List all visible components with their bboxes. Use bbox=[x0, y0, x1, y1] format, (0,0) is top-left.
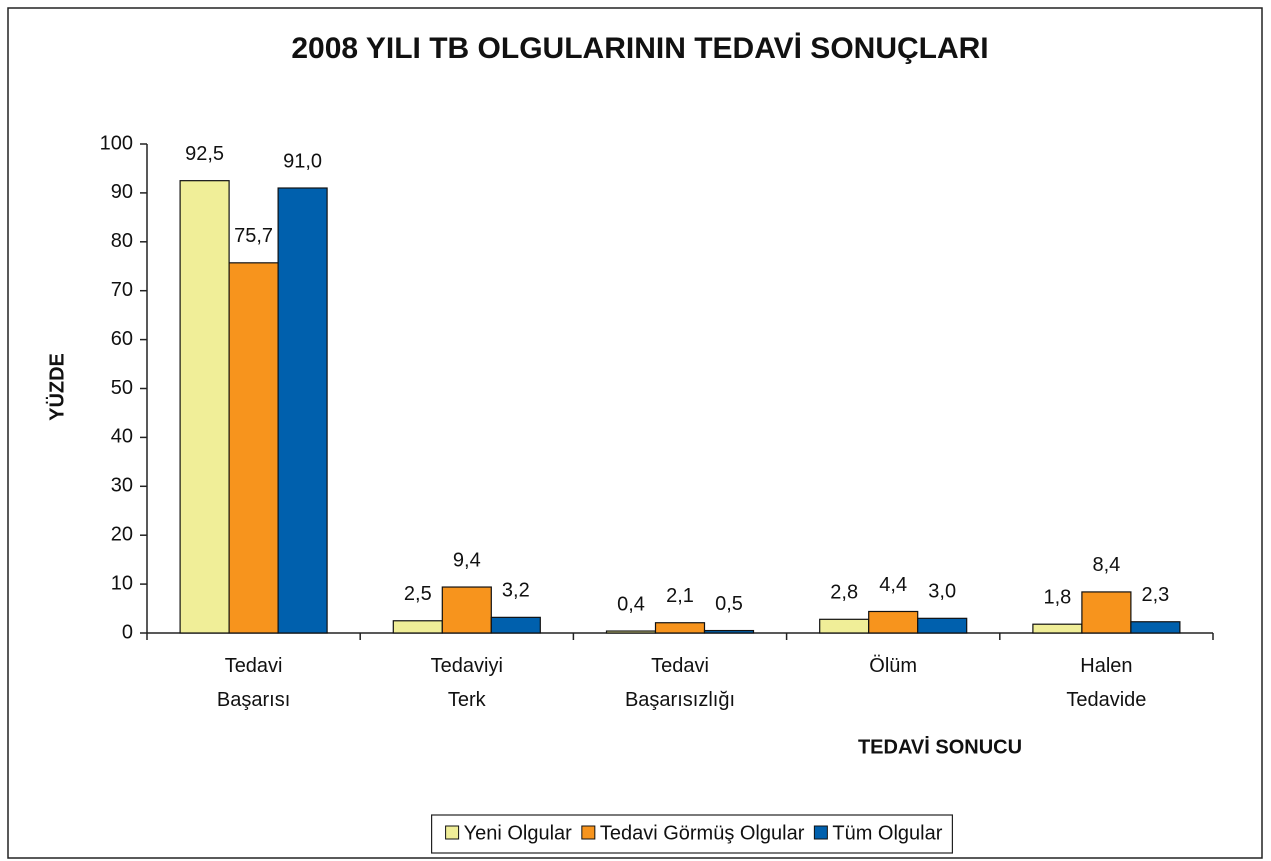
y-tick-label: 50 bbox=[111, 377, 133, 399]
data-label: 2,5 bbox=[404, 583, 432, 605]
bar bbox=[654, 622, 706, 634]
data-label: 92,5 bbox=[185, 143, 224, 165]
data-label: 3,2 bbox=[502, 580, 530, 602]
y-tick-label: 90 bbox=[111, 181, 133, 203]
legend-label: Tedavi Görmüş Olgular bbox=[600, 822, 805, 844]
bar bbox=[228, 262, 279, 634]
y-tick-label: 20 bbox=[111, 523, 133, 545]
y-tick-label: 40 bbox=[111, 426, 133, 448]
data-label: 1,8 bbox=[1043, 586, 1071, 608]
data-label: 3,0 bbox=[928, 581, 956, 603]
y-axis-title: YÜZDE bbox=[45, 353, 68, 421]
bar bbox=[917, 617, 968, 634]
data-label: 4,4 bbox=[879, 574, 907, 596]
bar bbox=[868, 610, 919, 634]
legend-box bbox=[431, 814, 953, 854]
bar bbox=[605, 630, 657, 634]
y-tick-label: 0 bbox=[122, 621, 133, 643]
bar bbox=[703, 629, 755, 634]
data-label: 2,1 bbox=[666, 585, 694, 607]
bar bbox=[1081, 591, 1132, 634]
x-tick-label: Tedavi Başarısı bbox=[217, 655, 290, 711]
data-label: 2,8 bbox=[830, 582, 858, 604]
bar bbox=[819, 618, 870, 634]
y-tick-label: 80 bbox=[111, 230, 133, 252]
x-tick-label: Tedaviyi Terk bbox=[431, 655, 503, 711]
data-label: 8,4 bbox=[1092, 554, 1120, 576]
data-label: 0,5 bbox=[715, 593, 743, 615]
data-label: 0,4 bbox=[617, 593, 645, 615]
chart-title: 2008 YILI TB OLGULARININ TEDAVİ SONUÇLAR… bbox=[291, 32, 988, 65]
y-tick-label: 60 bbox=[111, 328, 133, 350]
bar bbox=[277, 187, 328, 634]
x-tick-label: Tedavi Başarısızlığı bbox=[625, 655, 735, 711]
data-label: 91,0 bbox=[283, 150, 322, 172]
bar bbox=[1032, 623, 1083, 634]
y-tick-label: 10 bbox=[111, 572, 133, 594]
bar bbox=[441, 586, 492, 634]
data-label: 75,7 bbox=[234, 225, 273, 247]
bar bbox=[392, 620, 443, 634]
x-tick-label: Ölüm bbox=[869, 655, 917, 677]
legend-swatch bbox=[445, 825, 460, 840]
legend-label: Yeni Olgular bbox=[464, 822, 573, 844]
y-tick-label: 30 bbox=[111, 475, 133, 497]
bar bbox=[1130, 621, 1181, 634]
legend-label: Tüm Olgular bbox=[832, 822, 942, 844]
legend-swatch bbox=[581, 825, 596, 840]
data-label: 2,3 bbox=[1141, 584, 1169, 606]
bar bbox=[490, 616, 541, 634]
y-tick-label: 70 bbox=[111, 279, 133, 301]
y-tick-label: 100 bbox=[100, 132, 133, 154]
legend-swatch bbox=[813, 825, 828, 840]
x-tick-label: Halen Tedavide bbox=[1066, 655, 1146, 711]
bar bbox=[179, 180, 230, 634]
x-axis-title: TEDAVİ SONUCU bbox=[858, 735, 1022, 758]
data-label: 9,4 bbox=[453, 549, 481, 571]
